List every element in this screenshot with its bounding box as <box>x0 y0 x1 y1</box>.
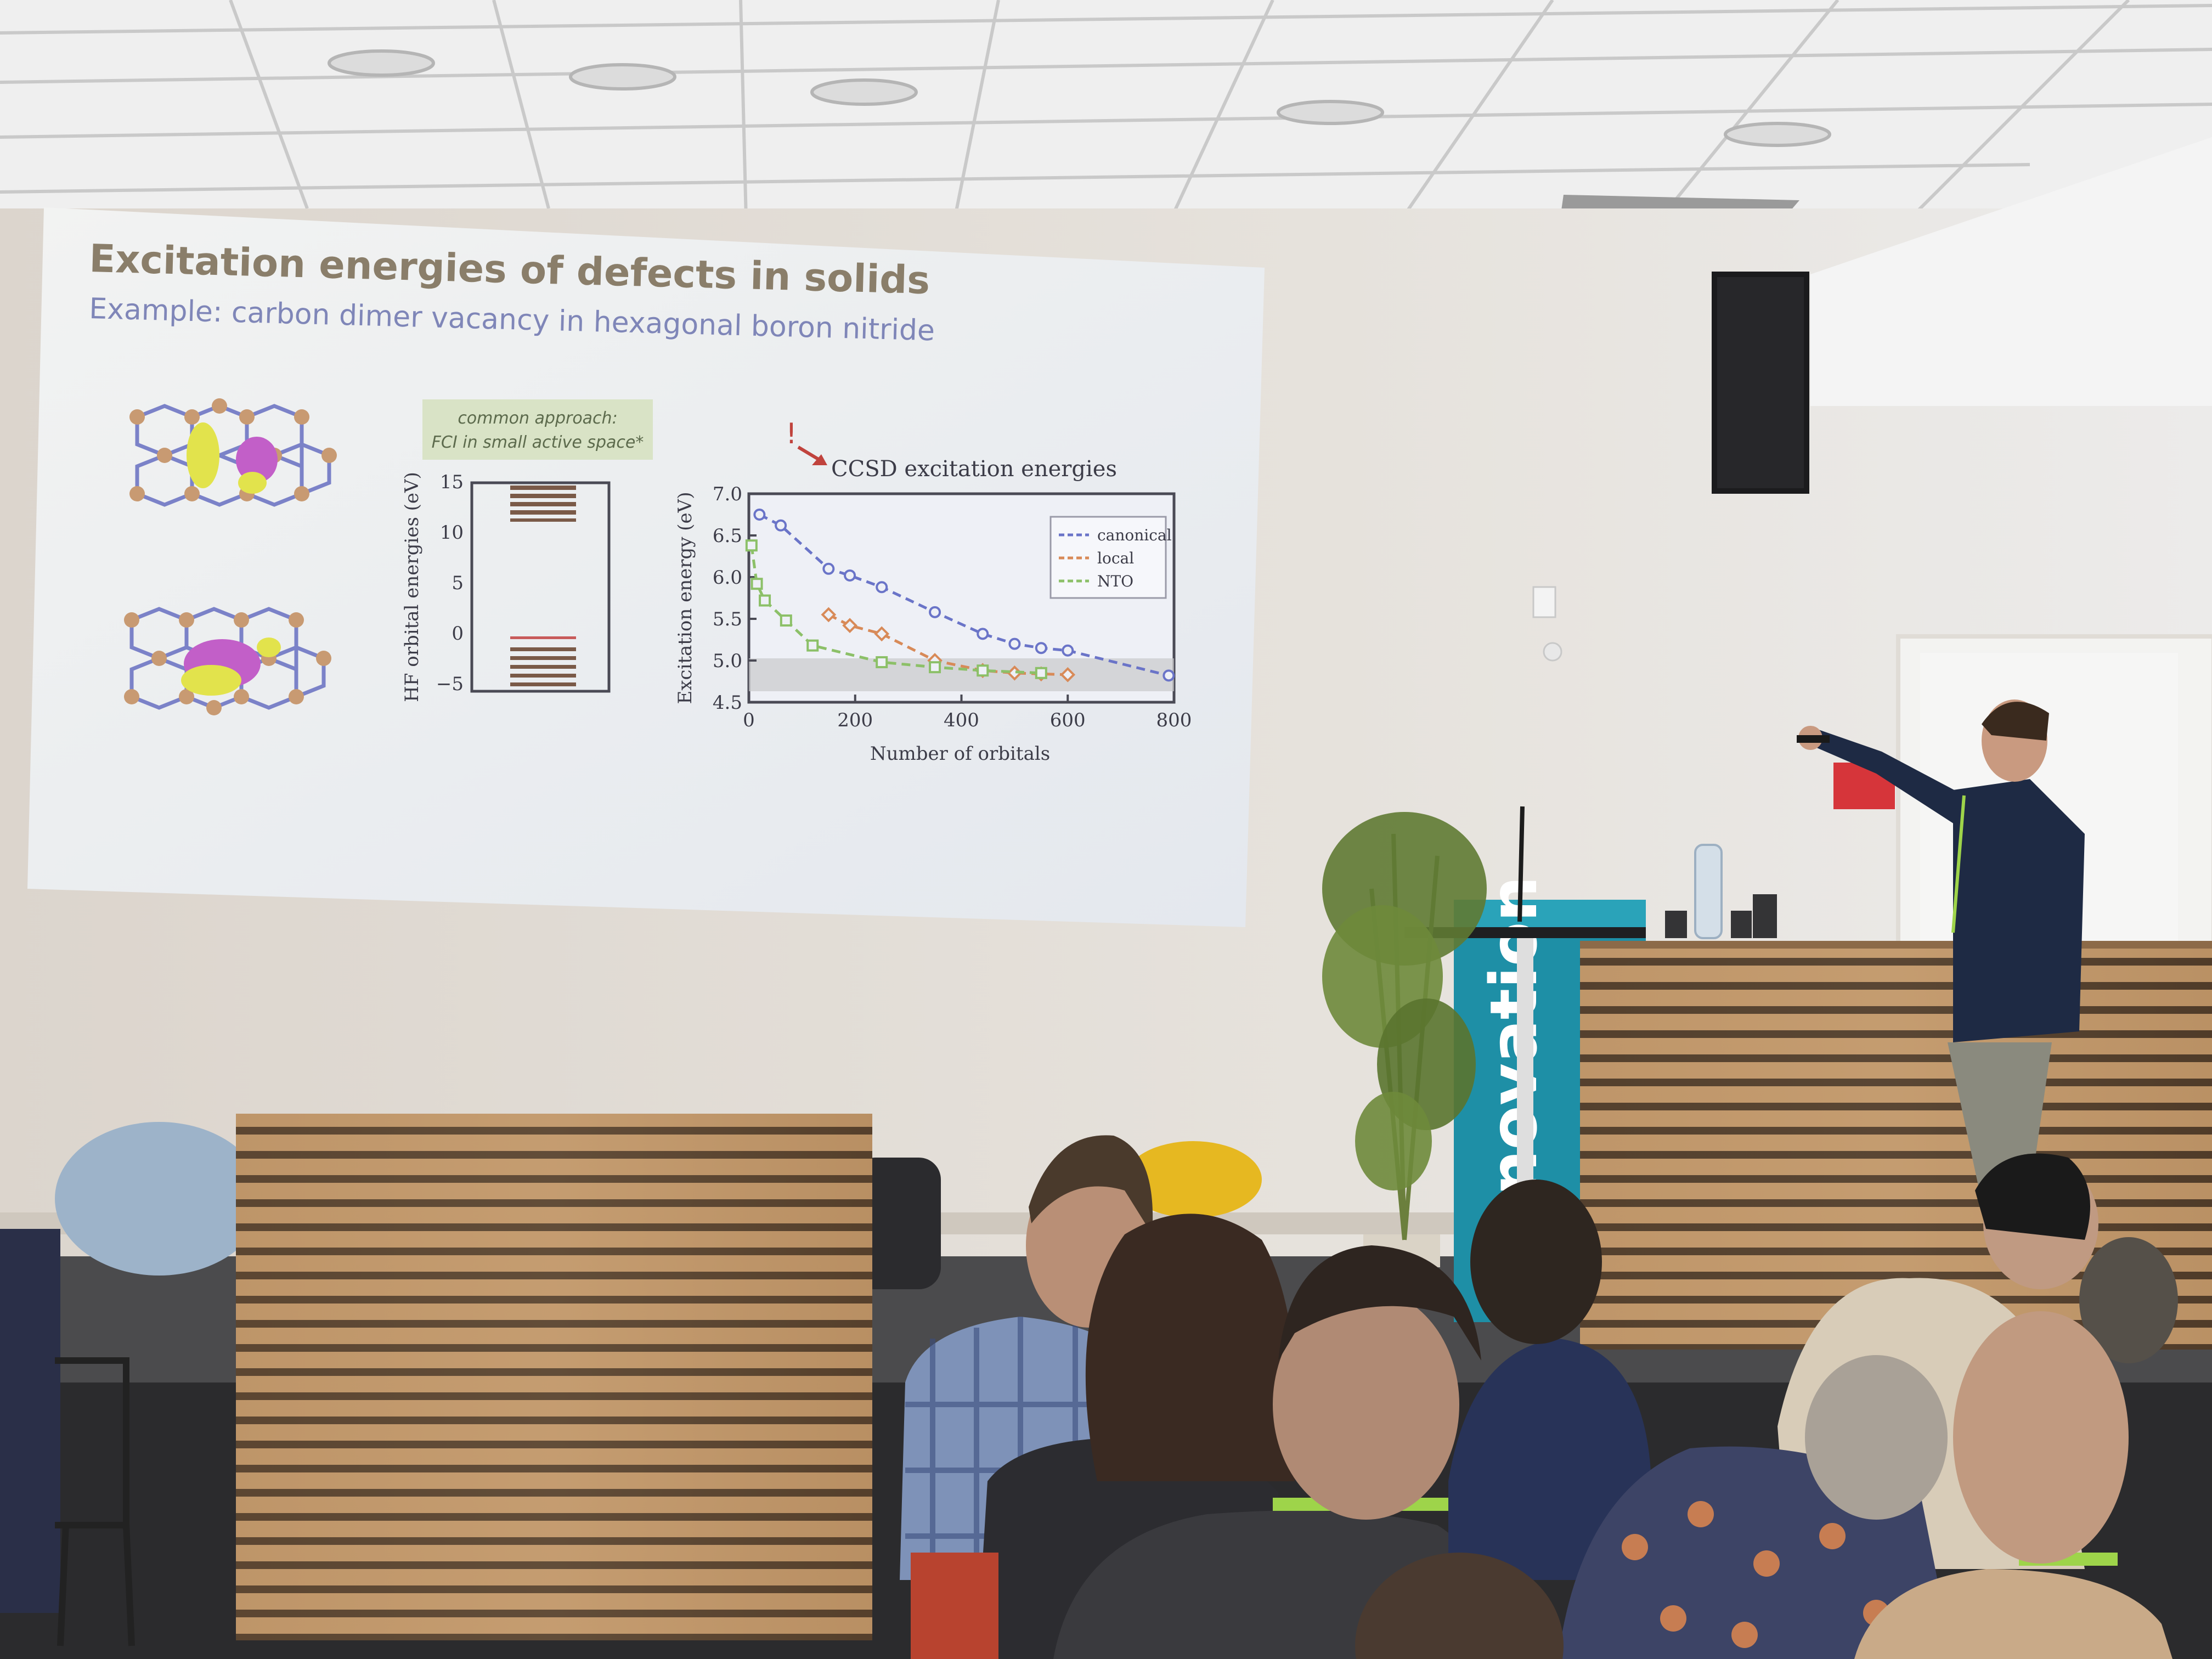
orbital-tick-15: 15 <box>440 471 464 493</box>
data-point <box>1062 644 1074 657</box>
wall-soffit <box>1810 137 2212 406</box>
data-point <box>753 509 766 521</box>
microphone-stand <box>1517 806 1525 922</box>
data-point <box>822 562 835 575</box>
data-point <box>929 661 941 674</box>
y-tick-label: 5.5 <box>713 608 742 630</box>
exclamation-mark: ! <box>786 417 797 450</box>
orbital-tick-10: 10 <box>440 522 464 544</box>
data-point <box>1008 637 1021 650</box>
series-canonical <box>753 509 1175 682</box>
cup-3 <box>1753 894 1777 938</box>
reference-band <box>749 658 1174 691</box>
yellow-pouf <box>1125 1141 1262 1218</box>
y-tick-label: 6.5 <box>713 525 742 547</box>
y-tick-label: 6.0 <box>713 567 742 589</box>
excitation-energy-chart: 7.0 6.5 6.0 5.5 5.0 4.5 0 200 400 600 800 canonic… <box>674 483 1192 765</box>
data-point <box>759 594 771 607</box>
orbital-energy-plot: 15 10 5 0 −5 HF orbital energies (eV) <box>401 471 611 702</box>
molecule-structure-top <box>129 398 337 507</box>
banner-text: novation <box>1476 876 1551 1196</box>
chart-y-axis-label: Excitation energy (eV) <box>674 492 696 704</box>
orbital-tick-0: 0 <box>452 623 464 645</box>
data-point <box>775 519 787 532</box>
legend-label-canonical: canonical <box>1097 526 1172 544</box>
chart-x-axis-label: Number of orbitals <box>870 743 1050 765</box>
data-point <box>821 607 837 623</box>
wooden-slat-cabinet <box>236 1114 872 1640</box>
potted-plant <box>1322 812 1487 1267</box>
x-tick-label: 600 <box>1050 709 1086 731</box>
note-line-1: common approach: <box>458 409 617 428</box>
data-point <box>780 614 792 627</box>
x-tick-label: 400 <box>944 709 979 731</box>
audience <box>0 1135 2178 1659</box>
data-point <box>1035 642 1047 654</box>
data-point <box>977 628 989 640</box>
common-approach-note: common approach: FCI in small active spa… <box>422 399 653 460</box>
data-point <box>1163 669 1175 682</box>
wall-sensor-dot <box>1543 642 1562 662</box>
x-tick-label: 0 <box>743 709 755 731</box>
data-point <box>1060 667 1076 682</box>
ceiling <box>0 0 2212 276</box>
orbital-axis-label: HF orbital energies (eV) <box>401 472 423 702</box>
projected-slide: Excitation energies of defects in solids… <box>27 207 1265 927</box>
data-point <box>874 626 890 642</box>
chart-legend: canonical local NTO <box>1049 516 1172 599</box>
data-point <box>751 578 763 590</box>
x-tick-label: 200 <box>837 709 873 731</box>
data-point <box>876 581 888 594</box>
series-NTO <box>745 539 1047 679</box>
wall-sensor <box>1532 586 1556 618</box>
data-point <box>977 664 989 677</box>
loudspeaker <box>1712 272 1809 494</box>
black-stool <box>853 1158 941 1289</box>
data-point <box>844 569 856 582</box>
data-point <box>876 656 888 669</box>
data-point <box>842 618 857 633</box>
orbital-tick-5: 5 <box>452 572 464 594</box>
data-point <box>806 639 819 652</box>
blue-pouf <box>55 1122 263 1276</box>
data-point <box>745 539 758 552</box>
y-tick-label: 7.0 <box>713 483 742 505</box>
data-point <box>929 606 941 618</box>
y-tick-label: 5.0 <box>713 650 742 672</box>
x-tick-label: 800 <box>1156 709 1192 731</box>
legend-label-local: local <box>1097 549 1134 567</box>
molecule-structure-bottom <box>124 607 331 715</box>
water-bottle <box>1694 844 1723 939</box>
data-point <box>1035 667 1047 679</box>
cup-1 <box>1665 911 1687 938</box>
ccsd-label: CCSD excitation energies <box>831 456 1117 482</box>
note-line-2: FCI in small active space* <box>432 433 644 452</box>
y-tick-label: 4.5 <box>713 692 742 714</box>
orbital-tick-minus5: −5 <box>436 673 464 695</box>
annotation-arrowhead <box>812 454 827 465</box>
cup-2 <box>1731 911 1752 938</box>
presenter <box>1797 699 2085 1196</box>
legend-label-NTO: NTO <box>1097 572 1133 590</box>
